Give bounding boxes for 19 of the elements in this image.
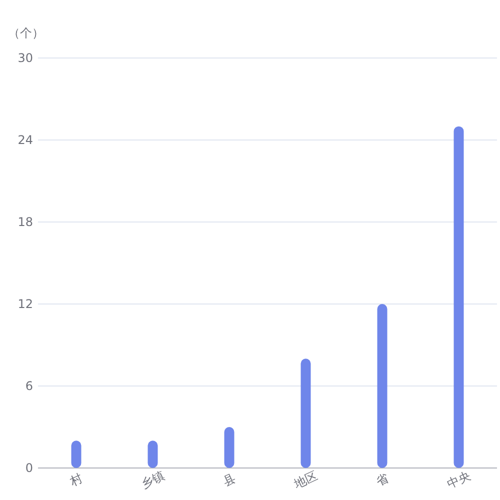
bar <box>377 304 388 468</box>
y-tick-label: 18 <box>18 215 33 229</box>
bar <box>148 440 158 468</box>
x-tick-label: 村 <box>66 471 85 490</box>
x-tick-label: 省 <box>374 471 391 489</box>
y-tick-label: 6 <box>25 379 33 393</box>
x-tick-label: 乡镇 <box>138 468 167 492</box>
x-tick-label: 地区 <box>291 468 320 492</box>
y-tick-label: 24 <box>18 133 33 147</box>
y-tick-label: 0 <box>25 461 33 475</box>
y-tick-label: 30 <box>18 51 33 65</box>
bar <box>454 126 464 468</box>
y-axis-title: （个） <box>8 26 44 40</box>
bar <box>224 427 234 468</box>
y-tick-label: 12 <box>18 297 33 311</box>
bar <box>300 358 311 468</box>
bar <box>71 440 82 468</box>
x-tick-label: 县 <box>220 471 238 489</box>
x-tick-label: 中央 <box>444 468 473 492</box>
